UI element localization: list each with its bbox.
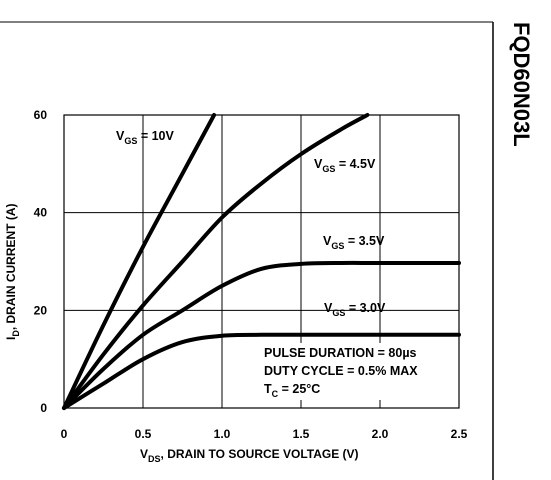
x-tick-label: 0 — [61, 427, 68, 441]
y-tick-label: 20 — [34, 303, 48, 317]
x-tick-label: 0.5 — [135, 427, 152, 441]
note-pulse-duration: PULSE DURATION = 80µs — [264, 346, 417, 360]
series-label-vgs-3-0v: VGS = 3.0V — [324, 301, 386, 318]
tick-labels: 0 0.5 1.0 1.5 2.0 2.5 0 20 40 60 — [34, 108, 468, 441]
series-curves — [62, 113, 461, 410]
series-line-2 — [62, 260, 461, 410]
x-tick-label: 2.0 — [372, 427, 389, 441]
x-tick-label: 1.5 — [293, 427, 310, 441]
x-tick-label: 1.0 — [214, 427, 231, 441]
y-tick-label: 60 — [34, 108, 48, 122]
note-duty-cycle: DUTY CYCLE = 0.5% MAX — [264, 364, 418, 378]
y-tick-label: 0 — [40, 401, 47, 415]
notes-background — [258, 343, 440, 400]
part-number: FQD60N03L — [509, 22, 534, 147]
y-axis-title: ID, DRAIN CURRENT (A) — [4, 203, 21, 340]
series-line-1 — [62, 113, 370, 410]
series-line-3 — [62, 332, 461, 410]
series-label-vgs-10v: VGS = 10V — [116, 129, 175, 146]
note-case-temperature: TC = 25°C — [264, 382, 320, 399]
series-label-vgs-4-5v: VGS = 4.5V — [314, 157, 376, 174]
x-tick-label: 2.5 — [451, 427, 468, 441]
y-tick-label: 40 — [34, 206, 48, 220]
series-label-vgs-3-5v: VGS = 3.5V — [323, 234, 385, 251]
x-axis-title: VDS, DRAIN TO SOURCE VOLTAGE (V) — [140, 447, 359, 464]
series-line-0 — [62, 113, 217, 410]
